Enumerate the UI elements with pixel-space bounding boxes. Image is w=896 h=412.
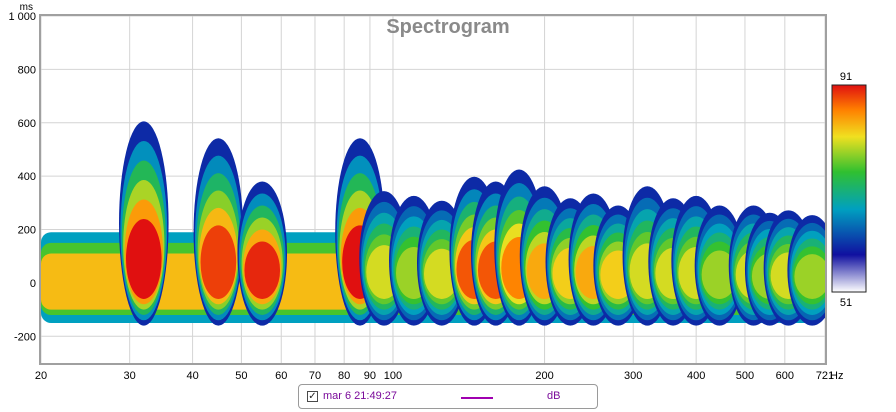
y-tick-label: 0 (30, 278, 36, 290)
colorbar-min-label: 51 (840, 297, 852, 309)
x-tick-label: 100 (384, 370, 402, 382)
x-tick-label: 30 (124, 370, 136, 382)
plot-frame (39, 14, 827, 365)
colorbar (831, 84, 867, 293)
x-tick-label: 600 (776, 370, 794, 382)
x-tick-labels: 20 30 40 50 60 70 80 90 100 200 300 400 500 600 721 (35, 370, 834, 382)
y-tick-label: 200 (18, 225, 36, 237)
y-unit-label: ms (20, 2, 33, 13)
x-unit-label: Hz (830, 370, 843, 382)
resonance-peak-layer (125, 219, 162, 299)
x-tick-label: 300 (624, 370, 642, 382)
y-tick-label: 800 (18, 64, 36, 76)
y-tick-label: 1 000 (8, 11, 36, 23)
series-checkbox[interactable]: ✓ (307, 391, 318, 402)
x-tick-label: 400 (687, 370, 705, 382)
series-line-swatch (461, 397, 493, 399)
x-tick-label: 50 (235, 370, 247, 382)
x-tick-label: 200 (535, 370, 553, 382)
x-tick-label: 90 (364, 370, 376, 382)
y-tick-label: 600 (18, 118, 36, 130)
chart-title: Spectrogram (386, 16, 509, 38)
x-tick-label: 60 (275, 370, 287, 382)
legend: ✓ mar 6 21:49:27 dB (298, 384, 598, 409)
x-tick-label: 721 (816, 370, 834, 382)
y-tick-label: 400 (18, 171, 36, 183)
series-name: mar 6 21:49:27 (323, 390, 397, 402)
resonance-peak-layer (244, 241, 281, 299)
heatmap-blobs (41, 121, 825, 326)
y-tick-labels: 1 000 800 600 400 200 0 -200 (8, 11, 36, 343)
x-tick-label: 500 (736, 370, 754, 382)
resonance-peak-layer (701, 250, 738, 299)
x-tick-label: 40 (186, 370, 198, 382)
x-tick-label: 20 (35, 370, 47, 382)
y-tick-label: -200 (14, 331, 36, 343)
colorbar-max-label: 91 (840, 71, 852, 83)
resonance-peak-layer (794, 254, 825, 299)
x-tick-label: 80 (338, 370, 350, 382)
resonance-peak-layer (200, 225, 237, 299)
series-unit: dB (547, 390, 561, 402)
x-tick-label: 70 (309, 370, 321, 382)
